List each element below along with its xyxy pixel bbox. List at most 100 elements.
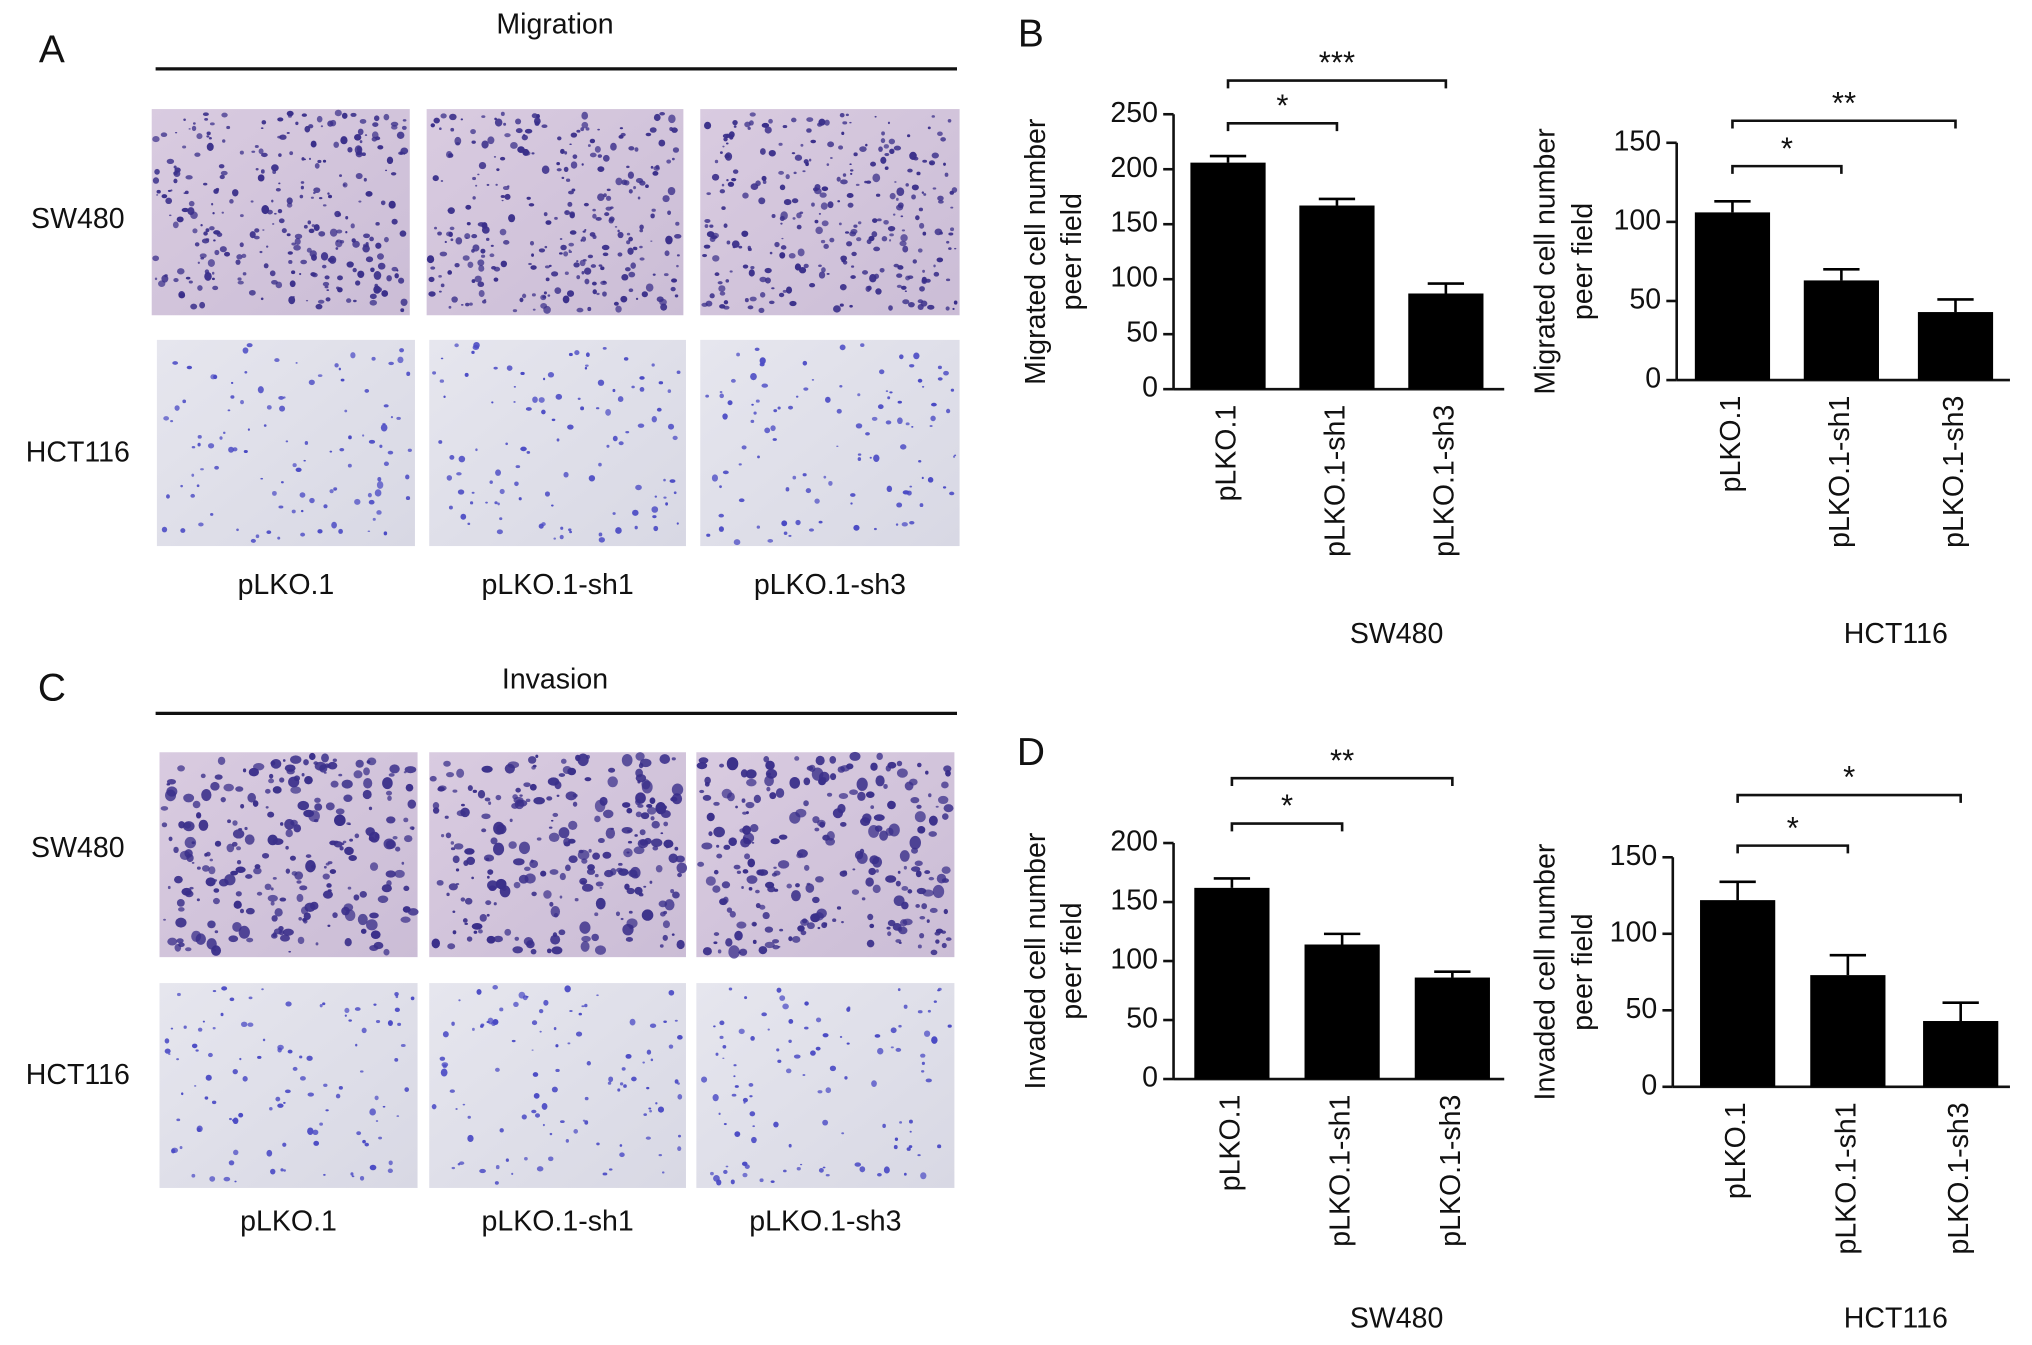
- stained-cell: [300, 259, 308, 265]
- stained-cell: [255, 167, 259, 171]
- stained-cell: [462, 918, 468, 923]
- stained-cell: [354, 498, 361, 505]
- stained-cell: [791, 152, 796, 155]
- stained-cell: [829, 157, 833, 159]
- stained-cell: [545, 220, 552, 225]
- stained-cell: [935, 805, 939, 808]
- stained-cell: [719, 291, 726, 296]
- stained-cell: [297, 936, 305, 945]
- stained-cell: [890, 1046, 894, 1049]
- stained-cell: [773, 870, 781, 876]
- stained-cell: [869, 923, 875, 929]
- stained-cell: [861, 270, 869, 275]
- stained-cell: [758, 197, 766, 205]
- stained-cell: [221, 112, 228, 118]
- stained-cell: [646, 1086, 650, 1090]
- stained-cell: [658, 381, 664, 385]
- stained-cell: [662, 195, 670, 203]
- stained-cell: [209, 226, 215, 231]
- stained-cell: [615, 527, 622, 534]
- stained-cell: [742, 264, 749, 269]
- stained-cell: [952, 455, 956, 458]
- stained-cell: [227, 409, 231, 412]
- stained-cell: [551, 504, 554, 507]
- stained-cell: [577, 397, 581, 400]
- stained-cell: [608, 767, 616, 773]
- stained-cell: [866, 180, 872, 184]
- micrograph-background: [156, 339, 415, 547]
- stained-cell: [715, 1052, 719, 1056]
- stained-cell: [919, 286, 925, 292]
- stained-cell: [293, 824, 302, 833]
- stained-cell: [436, 879, 444, 886]
- bar: [1810, 975, 1886, 1087]
- stained-cell: [615, 911, 621, 917]
- y-tick-label: 100: [1110, 262, 1158, 294]
- stained-cell: [924, 870, 931, 875]
- stained-cell: [344, 409, 348, 413]
- stained-cell: [597, 379, 605, 386]
- stained-cell: [185, 175, 193, 180]
- stained-cell: [605, 195, 612, 201]
- stained-cell: [487, 136, 495, 145]
- stained-cell: [951, 187, 958, 193]
- stained-cell: [702, 253, 708, 258]
- stained-cell: [624, 267, 631, 272]
- stained-cell: [551, 1086, 558, 1093]
- stained-cell: [759, 357, 766, 365]
- stained-cell: [909, 1130, 912, 1133]
- stained-cell: [875, 775, 885, 787]
- stained-cell: [560, 526, 564, 530]
- stained-cell: [166, 494, 170, 499]
- stained-cell: [813, 912, 824, 921]
- stained-cell: [820, 202, 828, 210]
- stained-cell: [238, 827, 243, 831]
- stained-cell: [229, 997, 235, 1002]
- stained-cell: [206, 131, 211, 136]
- stained-cell: [748, 886, 753, 891]
- stained-cell: [239, 908, 245, 914]
- stained-cell: [597, 193, 605, 202]
- stained-cell: [558, 929, 566, 936]
- stained-cell: [846, 1042, 850, 1045]
- stained-cell: [855, 183, 860, 187]
- stained-cell: [319, 1122, 323, 1126]
- stained-cell: [471, 279, 476, 284]
- stained-cell: [576, 129, 581, 133]
- stained-cell: [572, 154, 578, 159]
- stained-cell: [344, 1007, 350, 1014]
- stained-cell: [930, 415, 936, 422]
- stained-cell: [806, 922, 815, 930]
- stained-cell: [336, 229, 343, 234]
- stained-cell: [373, 838, 377, 841]
- stained-cell: [277, 536, 281, 540]
- stained-cell: [817, 122, 823, 127]
- stained-cell: [752, 939, 757, 945]
- stained-cell: [410, 996, 415, 1001]
- stained-cell: [900, 444, 907, 450]
- stained-cell: [645, 283, 654, 292]
- stained-cell: [230, 870, 239, 876]
- stained-cell: [865, 877, 874, 887]
- stained-cell: [876, 218, 882, 222]
- stained-cell: [671, 157, 675, 161]
- stained-cell: [455, 1108, 458, 1111]
- bar: [1803, 280, 1879, 381]
- stained-cell: [174, 405, 180, 411]
- stained-cell: [344, 1014, 347, 1017]
- y-axis-label: peer field: [1056, 902, 1088, 1019]
- stained-cell: [333, 841, 343, 848]
- stained-cell: [325, 802, 335, 811]
- stained-cell: [300, 532, 306, 537]
- stained-cell: [753, 794, 761, 804]
- stained-cell: [177, 765, 185, 772]
- stained-cell: [293, 775, 301, 782]
- stained-cell: [301, 113, 307, 117]
- stained-cell: [440, 834, 445, 838]
- y-tick-label: 0: [1641, 1069, 1657, 1101]
- stained-cell: [676, 862, 688, 874]
- stained-cell: [236, 846, 242, 851]
- stained-cell: [456, 472, 462, 476]
- stained-cell: [447, 270, 453, 275]
- stained-cell: [277, 1103, 284, 1108]
